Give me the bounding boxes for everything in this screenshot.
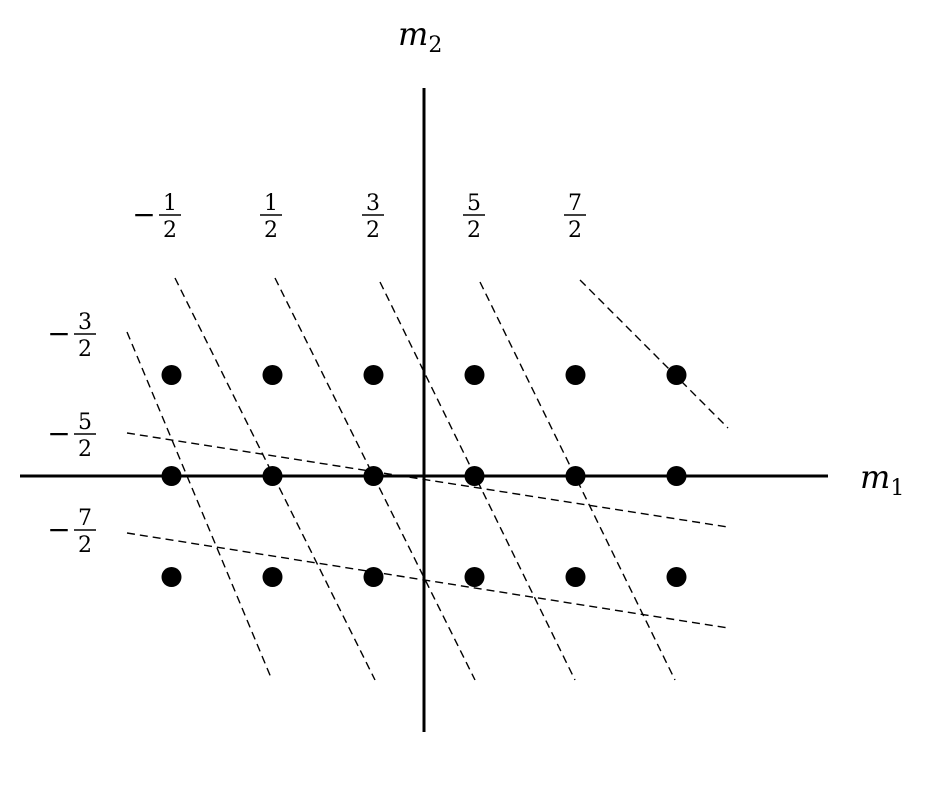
fraction-sign: − [132, 198, 155, 231]
m1-axis-label: m1 [860, 458, 904, 501]
fraction-denominator: 2 [568, 218, 582, 243]
dashed-line [579, 279, 729, 429]
dashed-diagonal-lines [126, 277, 729, 681]
lattice-point [666, 567, 687, 587]
fraction-sign: − [47, 513, 70, 546]
lattice-point [262, 567, 283, 587]
lattice-point [464, 365, 485, 385]
fraction-sign: − [47, 417, 70, 450]
lattice-point [464, 466, 485, 486]
fraction-numerator: 5 [78, 410, 92, 435]
fraction-denominator: 2 [366, 218, 380, 243]
lattice-point [363, 567, 384, 587]
lattice-point [161, 466, 182, 486]
fraction-numerator: 7 [78, 506, 92, 531]
lattice-points [161, 365, 687, 587]
fraction-numerator: 3 [78, 310, 92, 335]
fraction-label: −52 [47, 410, 96, 462]
fraction-label: 72 [564, 191, 586, 243]
fraction-denominator: 2 [264, 218, 278, 243]
lattice-point [666, 466, 687, 486]
fraction-label: 12 [260, 191, 282, 243]
lattice-point [565, 365, 586, 385]
fraction-numerator: 1 [163, 191, 177, 216]
lattice-point [262, 365, 283, 385]
lattice-point [464, 567, 485, 587]
lattice-point [666, 365, 687, 385]
fraction-label: −12 [132, 191, 181, 243]
fraction-numerator: 1 [264, 191, 278, 216]
lattice-point [262, 466, 283, 486]
fraction-label: 52 [463, 191, 485, 243]
fraction-denominator: 2 [163, 218, 177, 243]
fraction-numerator: 3 [366, 191, 380, 216]
lattice-point [363, 466, 384, 486]
lattice-point [565, 466, 586, 486]
lattice-point [363, 365, 384, 385]
dashed-line [126, 331, 273, 681]
dashed-line [126, 432, 729, 528]
fraction-denominator: 2 [78, 437, 92, 462]
lattice-point [161, 567, 182, 587]
fraction-numerator: 7 [568, 191, 582, 216]
fraction-label: −32 [47, 310, 96, 362]
lattice-point [565, 567, 586, 587]
fraction-denominator: 2 [78, 533, 92, 558]
fraction-sign: − [47, 317, 70, 350]
fraction-denominator: 2 [78, 337, 92, 362]
fraction-numerator: 5 [467, 191, 481, 216]
fraction-label: −72 [47, 506, 96, 558]
fraction-denominator: 2 [467, 218, 481, 243]
fraction-label: 32 [362, 191, 384, 243]
side-line-labels: −32− 52− 72 [47, 310, 96, 558]
m2-axis-label: m2 [398, 15, 442, 58]
lattice-point [161, 365, 182, 385]
dashed-line [126, 532, 729, 629]
